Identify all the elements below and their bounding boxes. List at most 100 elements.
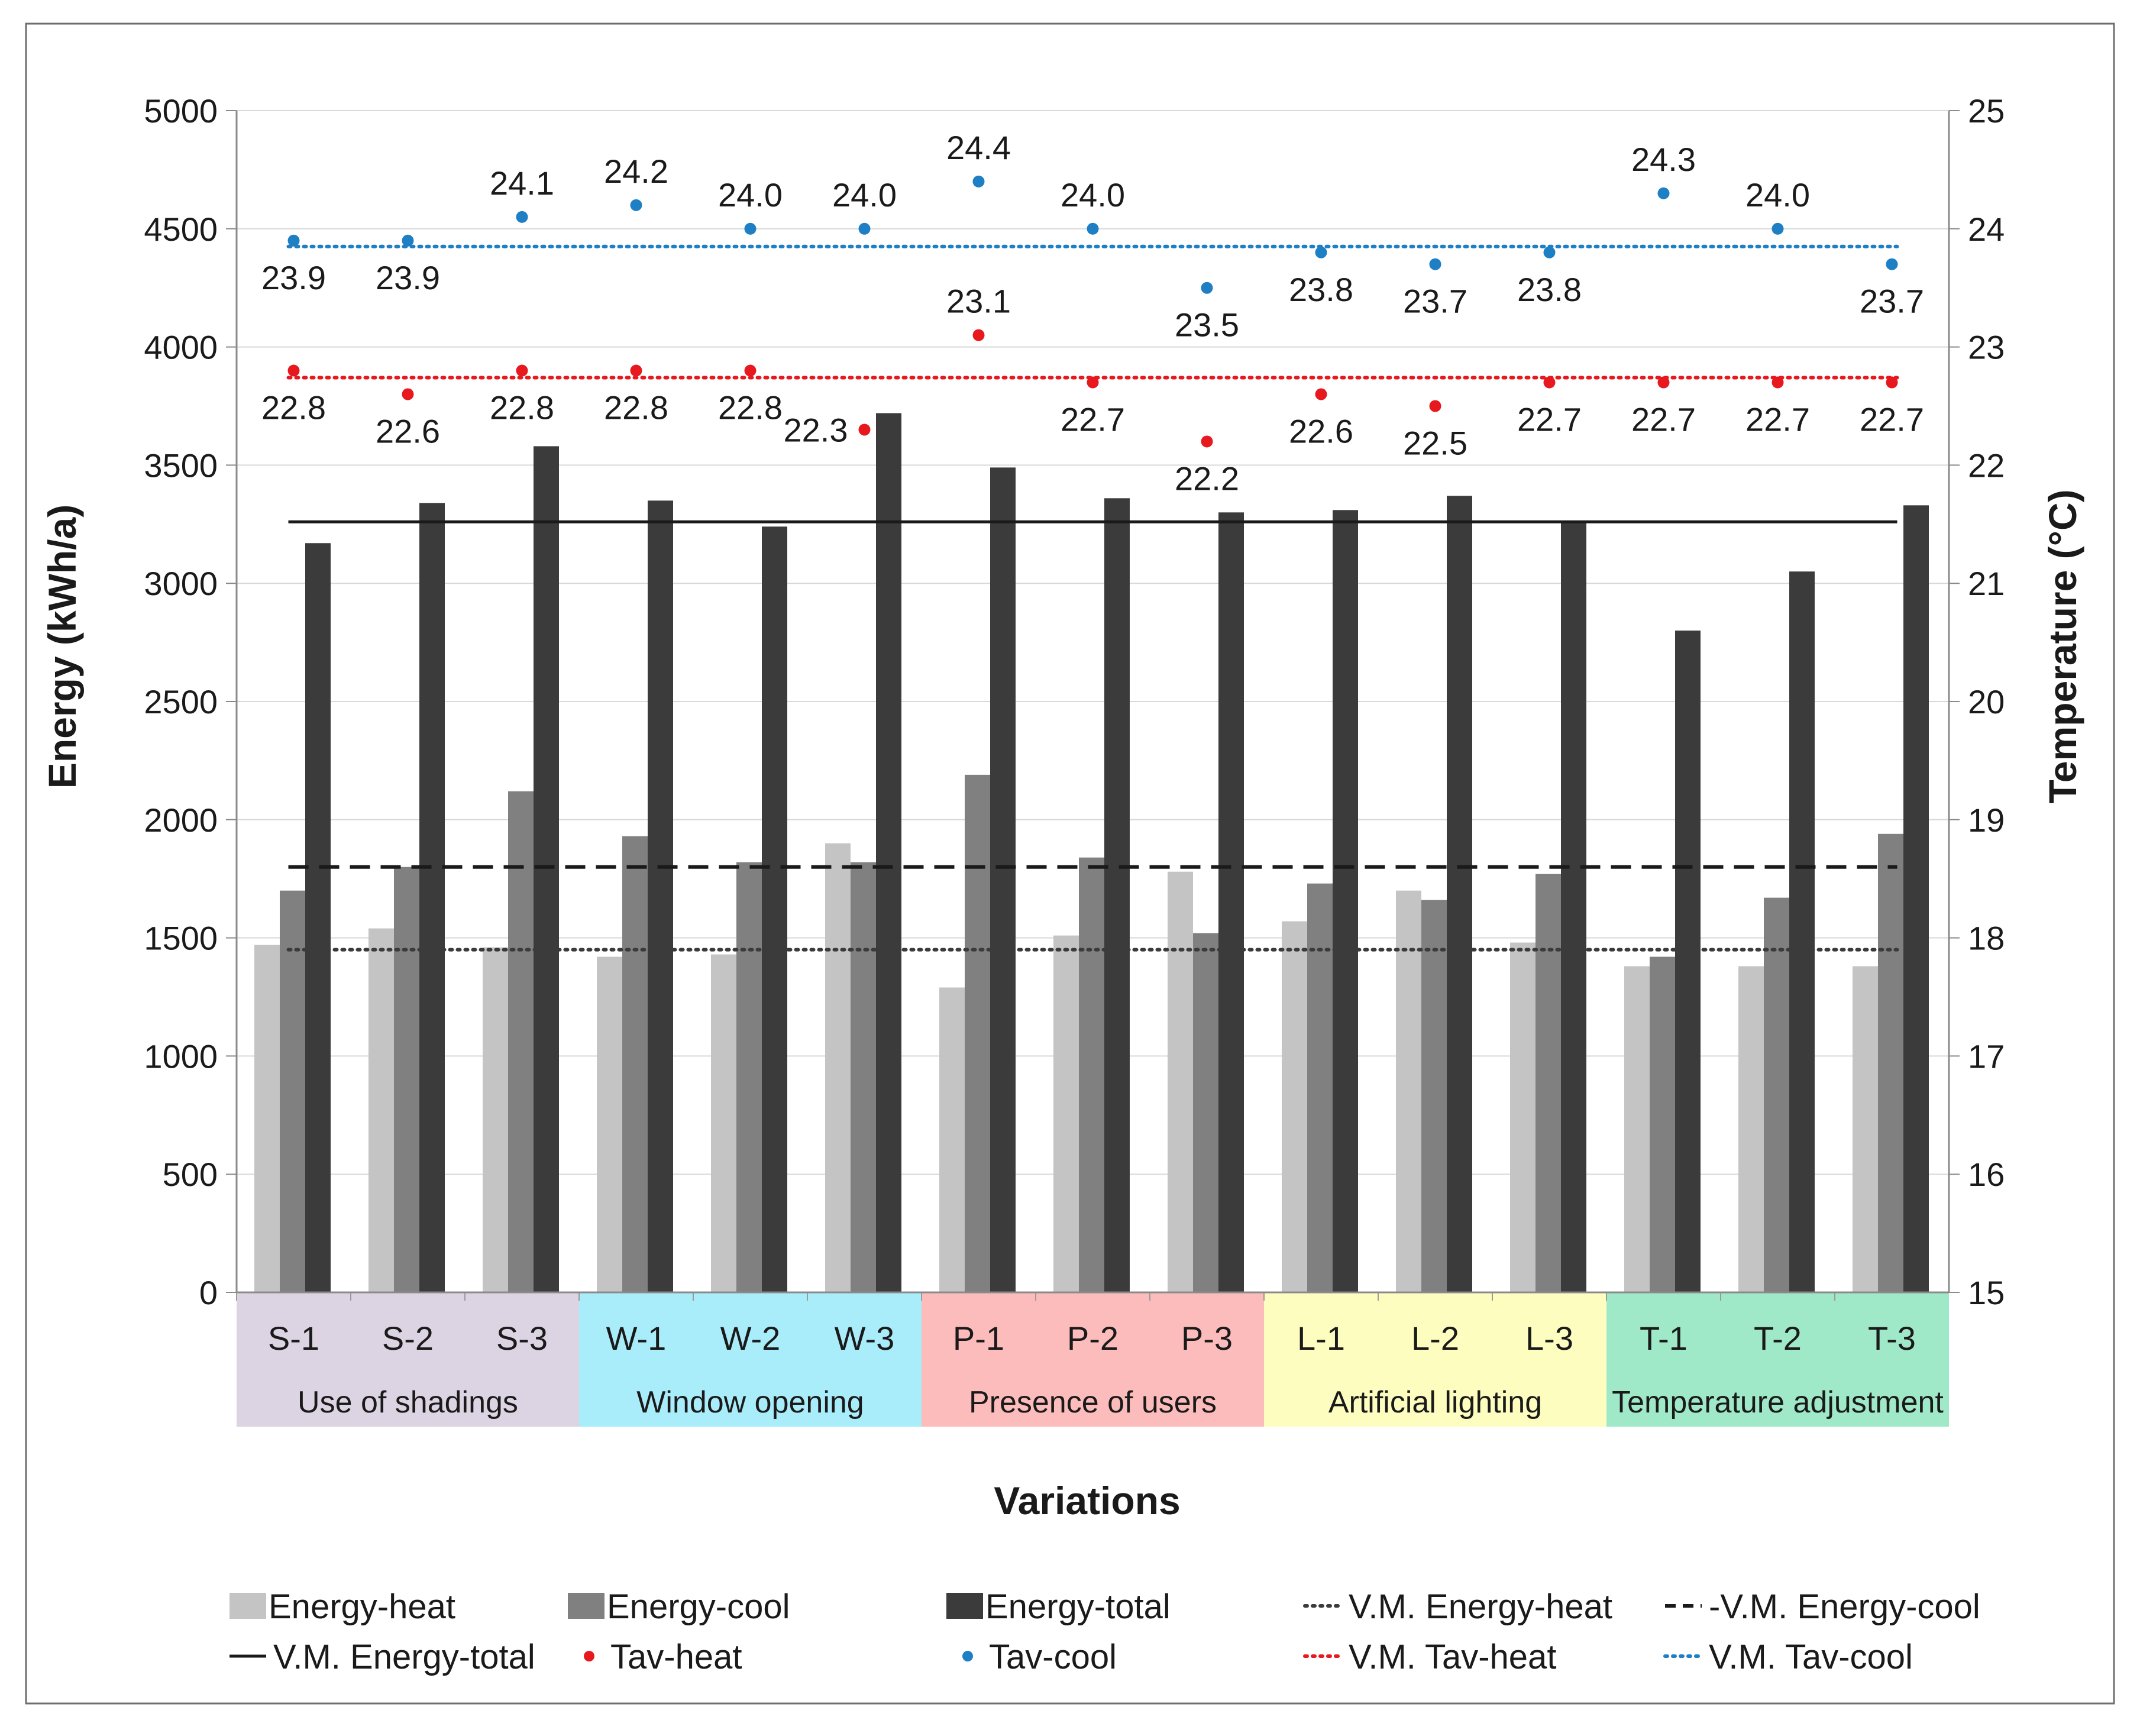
point-tav-cool bbox=[1429, 258, 1441, 270]
bar-energy-heat bbox=[1738, 966, 1764, 1292]
data-label-tav-heat: 23.1 bbox=[946, 283, 1011, 320]
group-band bbox=[579, 1292, 922, 1427]
data-label-tav-heat: 22.7 bbox=[1860, 401, 1924, 438]
category-label: W-3 bbox=[835, 1320, 895, 1357]
y2-tick-label: 22 bbox=[1968, 447, 2005, 484]
category-label: L-3 bbox=[1525, 1320, 1573, 1357]
category-label: P-2 bbox=[1067, 1320, 1119, 1357]
y-tick-label: 3500 bbox=[144, 447, 218, 484]
bar-energy-total bbox=[305, 543, 331, 1292]
point-tav-cool bbox=[1087, 222, 1099, 235]
bar-energy-cool bbox=[965, 774, 990, 1292]
category-label: T-3 bbox=[1868, 1320, 1916, 1357]
bar-energy-cool bbox=[1764, 897, 1789, 1292]
data-label-tav-heat: 22.7 bbox=[1745, 401, 1810, 438]
data-label-tav-cool: 23.8 bbox=[1289, 271, 1353, 308]
data-label-tav-cool: 24.1 bbox=[490, 164, 554, 202]
y-tick-label: 5000 bbox=[144, 92, 218, 130]
bar-energy-total bbox=[1333, 510, 1358, 1292]
point-tav-cool bbox=[1315, 246, 1327, 258]
point-tav-cool bbox=[287, 234, 300, 247]
category-label: S-3 bbox=[496, 1320, 548, 1357]
legend-label: V.M. Tav-heat bbox=[1349, 1638, 1556, 1676]
bar-energy-heat bbox=[825, 843, 851, 1292]
bar-energy-total bbox=[1561, 522, 1586, 1293]
group-label: Presence of users bbox=[969, 1385, 1217, 1420]
legend-swatch bbox=[568, 1593, 604, 1619]
reference-line-layer bbox=[286, 244, 1899, 952]
data-label-tav-heat: 22.5 bbox=[1403, 425, 1467, 462]
bar-energy-heat bbox=[597, 956, 622, 1292]
bar-energy-cool bbox=[622, 836, 648, 1292]
data-label-tav-cool: 24.4 bbox=[946, 129, 1011, 166]
data-label-tav-heat: 22.7 bbox=[1631, 401, 1696, 438]
bar-energy-total bbox=[876, 413, 901, 1292]
category-label: W-1 bbox=[606, 1320, 667, 1357]
point-tav-cool bbox=[630, 199, 642, 211]
bar-energy-heat bbox=[483, 947, 508, 1292]
point-tav-cool bbox=[1543, 246, 1556, 258]
data-label-tav-heat: 22.6 bbox=[1289, 413, 1353, 450]
bar-layer bbox=[254, 413, 1929, 1293]
data-label-tav-heat: 22.7 bbox=[1517, 401, 1582, 438]
data-label-tav-cool: 24.0 bbox=[718, 176, 783, 214]
point-tav-heat bbox=[516, 364, 528, 377]
data-label-tav-heat: 22.8 bbox=[604, 389, 668, 426]
data-label-tav-heat: 22.7 bbox=[1061, 401, 1125, 438]
axes-layer: 0 500 1000 1500 2000 2500 3000 3500 4000 4500 5000… bbox=[144, 92, 2005, 1311]
bar-energy-cool bbox=[1193, 933, 1218, 1292]
data-label-tav-heat: 22.8 bbox=[490, 389, 554, 426]
category-label: T-2 bbox=[1754, 1320, 1802, 1357]
y-tick-label: 500 bbox=[163, 1156, 218, 1193]
bar-energy-cool bbox=[508, 791, 534, 1292]
point-tav-heat bbox=[287, 364, 300, 377]
bar-energy-cool bbox=[1079, 857, 1104, 1292]
group-label: Temperature adjustment bbox=[1612, 1385, 1944, 1420]
y2-tick-label: 18 bbox=[1968, 920, 2005, 957]
category-label: S-2 bbox=[382, 1320, 434, 1357]
category-label: S-1 bbox=[268, 1320, 319, 1357]
point-tav-cool bbox=[858, 222, 871, 235]
bar-energy-total bbox=[1104, 498, 1130, 1292]
bar-energy-total bbox=[1789, 571, 1815, 1292]
point-tav-cool bbox=[1657, 187, 1670, 199]
point-tav-cool bbox=[516, 211, 528, 223]
data-label-tav-cool: 24.0 bbox=[1061, 176, 1125, 214]
legend-swatch bbox=[946, 1593, 983, 1619]
bar-energy-total bbox=[1903, 505, 1929, 1292]
bar-energy-heat bbox=[1853, 966, 1878, 1292]
bar-energy-total bbox=[534, 446, 559, 1292]
y-tick-label: 3000 bbox=[144, 565, 218, 602]
point-tav-cool bbox=[1772, 222, 1784, 235]
point-tav-heat bbox=[972, 329, 985, 341]
point-tav-heat bbox=[744, 364, 757, 377]
point-tav-cool bbox=[972, 175, 985, 187]
data-label-tav-heat: 22.8 bbox=[261, 389, 326, 426]
legend-label: V.M. Energy-total bbox=[273, 1638, 535, 1676]
group-label: Use of shadings bbox=[298, 1385, 518, 1420]
group-band bbox=[1606, 1292, 1949, 1427]
data-label-tav-cool: 24.3 bbox=[1631, 141, 1696, 178]
bar-energy-heat bbox=[1624, 966, 1650, 1292]
bar-energy-heat bbox=[254, 945, 280, 1292]
y-tick-label: 4000 bbox=[144, 329, 218, 366]
group-band bbox=[237, 1292, 579, 1427]
y2-tick-label: 20 bbox=[1968, 683, 2005, 720]
bar-energy-cool bbox=[1650, 956, 1675, 1292]
point-tav-heat bbox=[1772, 376, 1784, 389]
data-label-tav-cool: 24.2 bbox=[604, 153, 668, 190]
legend-swatch bbox=[962, 1651, 973, 1661]
point-tav-heat bbox=[1201, 435, 1213, 448]
legend-swatch bbox=[584, 1651, 594, 1661]
bar-energy-total bbox=[648, 500, 673, 1292]
y2-tick-label: 15 bbox=[1968, 1274, 2005, 1311]
legend-label: Energy-cool bbox=[607, 1588, 790, 1626]
category-label: L-1 bbox=[1297, 1320, 1345, 1357]
legend-label: Energy-heat bbox=[269, 1588, 455, 1626]
point-tav-heat bbox=[1657, 376, 1670, 389]
data-label-tav-heat: 22.2 bbox=[1175, 460, 1239, 497]
bar-energy-total bbox=[1675, 631, 1701, 1292]
data-label-tav-cool: 23.8 bbox=[1517, 271, 1582, 308]
y-tick-label: 2500 bbox=[144, 683, 218, 720]
